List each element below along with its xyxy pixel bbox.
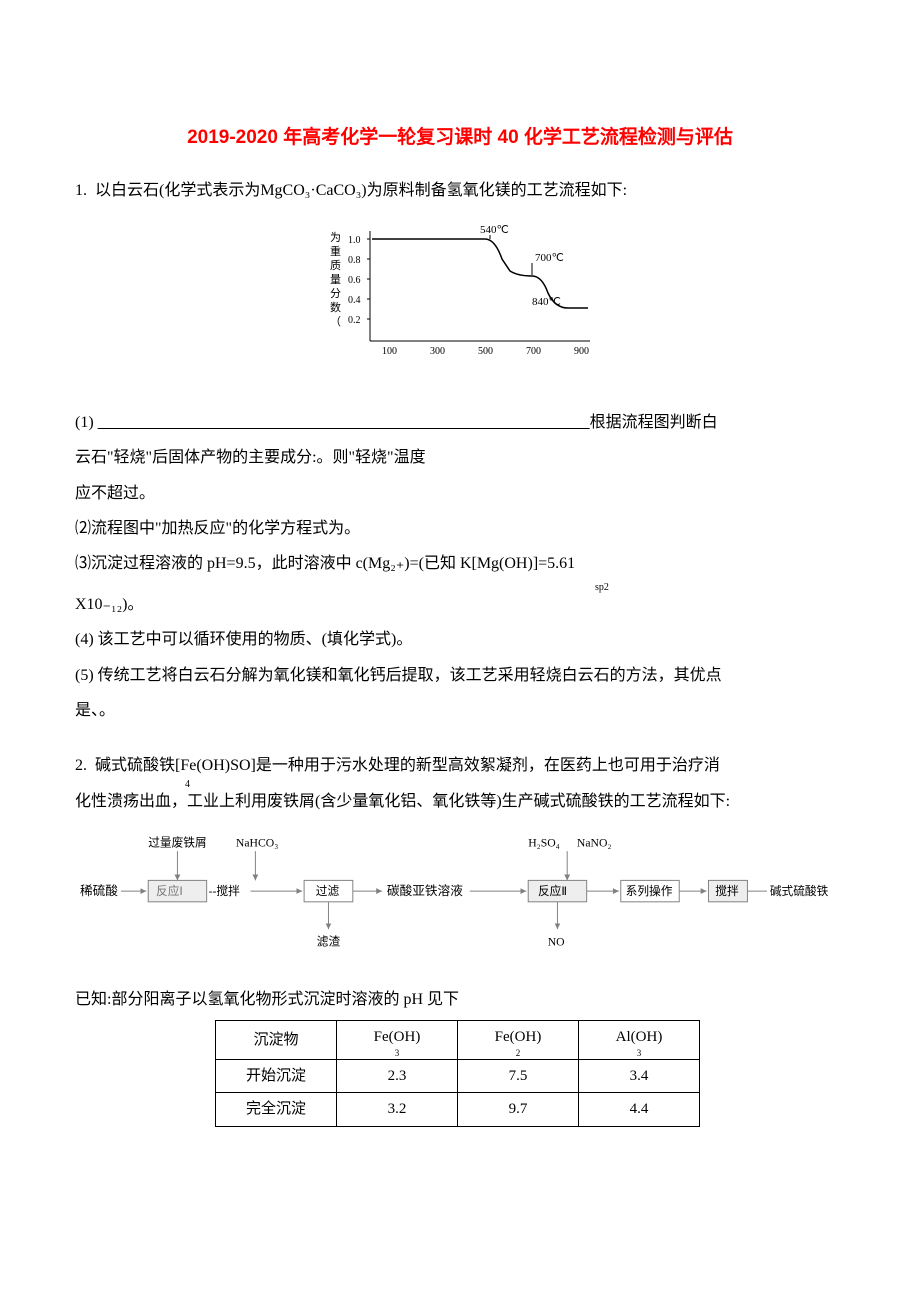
chart-ylabel2: 重 [330, 244, 341, 258]
chart-ylabel: 为 [330, 231, 341, 244]
table-header: 沉淀物 [216, 1020, 337, 1059]
table-header: Fe(OH)3 [337, 1020, 458, 1059]
xtick: 300 [430, 346, 445, 357]
anno-700: 700℃ [535, 252, 564, 264]
q1-ksp-sub: sp2 [595, 585, 920, 590]
q1-stem: 以白云石(化学式表示为MgCO₃·CaCO₃)为原料制备氢氧化镁的工艺流程如下: [95, 182, 627, 199]
ph-table: 沉淀物 Fe(OH)3 Fe(OH)2 Al(OH)3 开始沉淀 2.3 7.5… [215, 1020, 700, 1127]
q2-subscript-4: 4 [185, 782, 920, 787]
q1-part1-line1: (1) 根据流程图判断白 [75, 408, 845, 438]
table-header-row: 沉淀物 Fe(OH)3 Fe(OH)2 Al(OH)3 [216, 1020, 700, 1059]
flow-label: 碳酸亚铁溶液 [387, 884, 463, 898]
q1-part3-end: X10₋₁₂)。 [75, 590, 845, 620]
q1-part3: ⑶沉淀过程溶液的 pH=9.5，此时溶液中 c(Mg₂₊)=(已知 K[Mg(O… [75, 549, 845, 579]
flow-label: 搅拌 [715, 884, 739, 898]
q1-p1-left: (1) [75, 414, 94, 431]
document-title: 2019-2020 年高考化学一轮复习课时 40 化学工艺流程检测与评估 [75, 120, 845, 156]
table-cell: 开始沉淀 [216, 1059, 337, 1093]
blank-underline [98, 414, 590, 431]
table-header: Fe(OH)2 [458, 1020, 579, 1059]
flow-label: 反应Ⅰ [156, 884, 183, 898]
q2-number: 2. [75, 757, 87, 774]
table-cell: 3.2 [337, 1093, 458, 1127]
flow-label: 碱式硫酸铁 [770, 884, 829, 898]
table-row: 完全沉淀 3.2 9.7 4.4 [216, 1093, 700, 1127]
xtick: 100 [382, 346, 397, 357]
xtick: 500 [478, 346, 493, 357]
q1-part5-end: 是、。 [75, 696, 845, 726]
q1-number: 1. [75, 182, 95, 199]
anno-840: 840℃ [532, 296, 561, 308]
document-page: 2019-2020 年高考化学一轮复习课时 40 化学工艺流程检测与评估 1. … [0, 0, 920, 1197]
q1-part2: ⑵流程图中"加热反应"的化学方程式为。 [75, 514, 845, 544]
q2-stem-line1: 2. 碱式硫酸铁[Fe(OH)SO]是一种用于污水处理的新型高效絮凝剂，在医药上… [75, 751, 845, 781]
flow-label: NO [548, 936, 565, 949]
flow-label: NaNO₂ [577, 836, 612, 849]
table-row: 开始沉淀 2.3 7.5 3.4 [216, 1059, 700, 1093]
q1-part5: (5) 传统工艺将白云石分解为氧化镁和氧化钙后提取，该工艺采用轻烧白云石的方法，… [75, 661, 845, 691]
q1-p1-right: 根据流程图判断白 [590, 414, 718, 431]
question-2: 2. 碱式硫酸铁[Fe(OH)SO]是一种用于污水处理的新型高效絮凝剂，在医药上… [75, 751, 845, 1126]
anno-540: 540℃ [480, 224, 509, 236]
spacer [75, 736, 845, 751]
xtick: 700 [526, 346, 541, 357]
table-cell: 4.4 [579, 1093, 700, 1127]
flow-label: NaHCO₃ [236, 836, 278, 849]
chart-ylabel7: （ [330, 315, 341, 328]
table-cell: 完全沉淀 [216, 1093, 337, 1127]
q1-part1-line3: 应不超过。 [75, 479, 845, 509]
chart-ylabel6: 数 [330, 301, 341, 314]
q2-stem1: 碱式硫酸铁[Fe(OH)SO]是一种用于污水处理的新型高效絮凝剂，在医药上也可用… [95, 757, 720, 774]
q2-flowchart: 过量废铁屑 NaHCO₃ H₂SO₄ NaNO₂ 稀硫酸 反应Ⅰ --搅拌 过滤… [75, 825, 845, 976]
flow-label: --搅拌 [209, 884, 240, 898]
table-cell: 2.3 [337, 1059, 458, 1093]
flow-label: 反应Ⅱ [538, 884, 567, 898]
chart-ylabel4: 量 [330, 273, 341, 286]
flow-label: 稀硫酸 [80, 884, 118, 898]
q1-part1-line2: 云石"轻烧"后固体产物的主要成分:。则"轻烧"温度 [75, 443, 845, 473]
q1-chart-container: 为 重 质 量 分 数 （ 1.0 0.8 0.6 0.4 0.2 [75, 211, 845, 372]
table-cell: 7.5 [458, 1059, 579, 1093]
q2-known: 已知:部分阳离子以氢氧化物形式沉淀时溶液的 pH 见下 [75, 985, 845, 1015]
flow-label: 系列操作 [626, 884, 673, 898]
ytick: 0.4 [348, 295, 361, 306]
flow-label: 过量废铁屑 [148, 835, 206, 849]
question-1: 1. 以白云石(化学式表示为MgCO₃·CaCO₃)为原料制备氢氧化镁的工艺流程… [75, 176, 845, 726]
table-header: Al(OH)3 [579, 1020, 700, 1059]
ytick: 0.6 [348, 275, 361, 286]
process-flow-svg: 过量废铁屑 NaHCO₃ H₂SO₄ NaNO₂ 稀硫酸 反应Ⅰ --搅拌 过滤… [80, 825, 840, 965]
ytick: 0.8 [348, 255, 361, 266]
flow-label: 滤渣 [317, 935, 341, 949]
flow-label: 过滤 [316, 885, 340, 898]
ytick: 1.0 [348, 235, 361, 246]
table-cell: 3.4 [579, 1059, 700, 1093]
table-cell: 9.7 [458, 1093, 579, 1127]
chart-ylabel3: 质 [330, 259, 341, 272]
spacer [75, 378, 845, 408]
q2-stem-line2: 化性溃疡出血，工业上利用废铁屑(含少量氧化铝、氧化铁等)生产碱式硫酸铁的工艺流程… [75, 787, 845, 817]
decomposition-chart: 为 重 质 量 分 数 （ 1.0 0.8 0.6 0.4 0.2 [310, 211, 610, 361]
q1-part4: (4) 该工艺中可以循环使用的物质、(填化学式)。 [75, 625, 845, 655]
chart-ylabel5: 分 [330, 287, 341, 300]
xtick: 900 [574, 346, 589, 357]
ytick: 0.2 [348, 315, 361, 326]
flow-label: H₂SO₄ [528, 836, 560, 849]
